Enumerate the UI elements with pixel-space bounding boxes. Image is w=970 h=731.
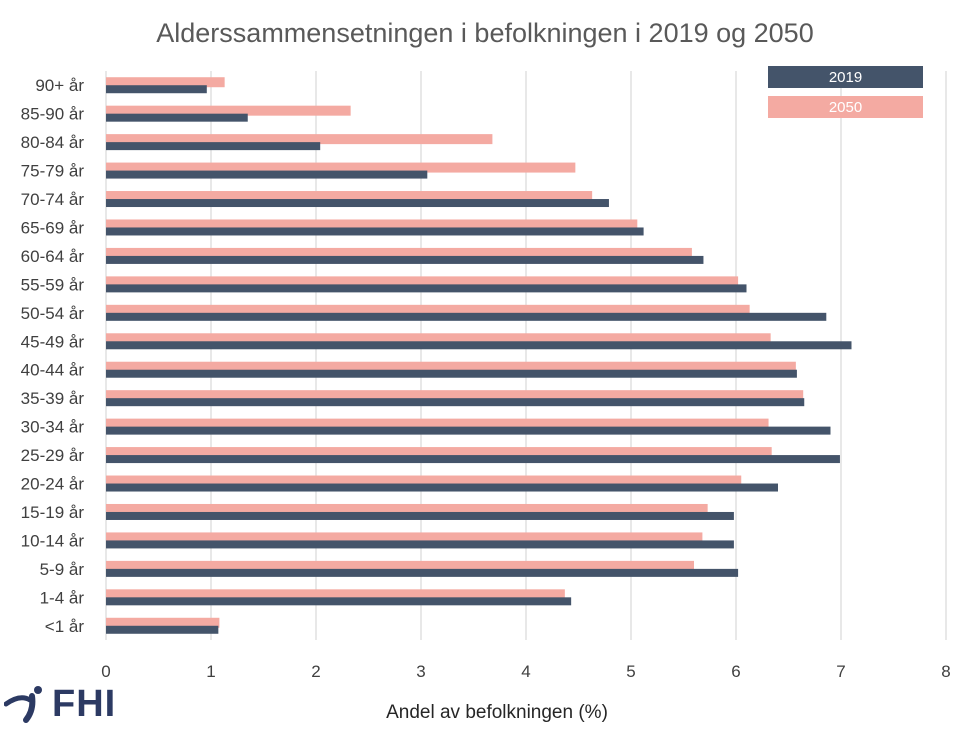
bar-2019 [106, 341, 852, 350]
category-label: 35-39 år [21, 389, 85, 408]
bar-2019 [106, 85, 207, 94]
bar-2050 [106, 390, 804, 401]
category-labels: 90+ år 85-90 år 80-84 år 75-79 år 70-74 år 65… [21, 76, 85, 636]
category-label: 20-24 år [21, 475, 85, 494]
category-label: 15-19 år [21, 503, 85, 522]
bar-2050 [106, 532, 703, 543]
bar-2050 [106, 191, 593, 202]
bar-2019 [106, 199, 609, 208]
x-tick-label: 7 [836, 662, 845, 681]
bar-2019 [106, 426, 831, 435]
bar-2050 [106, 617, 220, 628]
bar-2019 [106, 568, 739, 577]
bar-2050 [106, 333, 771, 344]
legend-label-2019: 2019 [829, 69, 862, 86]
x-tick-label: 4 [521, 662, 530, 681]
legend: 2019 2050 [768, 66, 923, 118]
bar-2050 [106, 105, 351, 116]
bar-2050 [106, 276, 739, 287]
category-label: 70-74 år [21, 190, 85, 209]
x-tick-label: 6 [731, 662, 740, 681]
bar-2019 [106, 483, 778, 492]
legend-swatch-2050 [768, 96, 923, 118]
bar-2019 [106, 597, 572, 606]
bar-2019 [106, 455, 840, 464]
category-label: 5-9 år [40, 560, 85, 579]
bar-2050 [106, 77, 225, 88]
bar-2050 [106, 361, 796, 372]
bar-2050 [106, 589, 565, 600]
category-label: 30-34 år [21, 418, 85, 437]
category-label: 65-69 år [21, 218, 85, 237]
category-label: 45-49 år [21, 332, 85, 351]
x-tick-label: 8 [941, 662, 950, 681]
x-tick-label: 1 [206, 662, 215, 681]
fhi-logo-icon [4, 686, 42, 723]
bar-2050 [106, 162, 576, 173]
category-label: 1-4 år [40, 588, 85, 607]
category-label: 80-84 år [21, 133, 85, 152]
bar-2019 [106, 625, 219, 634]
bar-2019 [106, 312, 827, 321]
bar-2050 [106, 503, 708, 514]
bar-2019 [106, 255, 704, 264]
bar-2019 [106, 284, 747, 293]
fhi-logo-text: FHI [52, 682, 117, 725]
x-tick-label: 3 [416, 662, 425, 681]
bar-2019 [106, 170, 428, 179]
category-label: <1 år [45, 617, 85, 636]
chart-title: Alderssammensetningen i befolkningen i 2… [156, 18, 814, 48]
x-axis-title: Andel av befolkningen (%) [386, 702, 608, 723]
category-label: 90+ år [35, 76, 84, 95]
fhi-logo: FHI [4, 683, 116, 725]
bar-2050 [106, 418, 769, 429]
category-label: 85-90 år [21, 105, 85, 124]
bar-2050 [106, 304, 750, 315]
bar-2019 [106, 142, 321, 151]
bar-2019 [106, 227, 644, 236]
bar-2050 [106, 447, 772, 458]
bar-2019 [106, 369, 797, 378]
category-label: 60-64 år [21, 247, 85, 266]
grid-lines [105, 71, 947, 640]
x-tick-label: 0 [101, 662, 110, 681]
bar-2019 [106, 113, 248, 122]
x-tick-label: 2 [311, 662, 320, 681]
x-tick-label: 5 [626, 662, 635, 681]
legend-swatch-2019 [768, 66, 923, 88]
bar-2050 [106, 247, 692, 258]
category-label: 75-79 år [21, 162, 85, 181]
bar-2050 [106, 219, 638, 230]
category-label: 10-14 år [21, 531, 85, 550]
category-label: 50-54 år [21, 304, 85, 323]
bar-2050 [106, 560, 694, 571]
bar-2050 [106, 475, 742, 486]
bars [106, 77, 852, 634]
bar-2019 [106, 540, 734, 549]
category-label: 40-44 år [21, 361, 85, 380]
x-tick-labels: 0 1 2 3 4 5 6 7 8 [101, 662, 950, 681]
category-label: 55-59 år [21, 275, 85, 294]
bar-2050 [106, 134, 493, 145]
legend-label-2050: 2050 [829, 99, 862, 116]
bar-2019 [106, 511, 734, 520]
category-label: 25-29 år [21, 446, 85, 465]
bar-2019 [106, 398, 805, 407]
